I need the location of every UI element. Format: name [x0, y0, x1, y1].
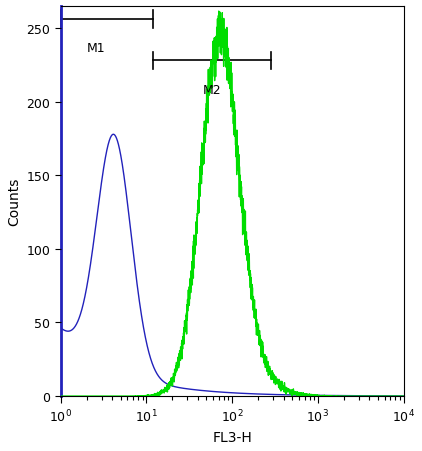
Y-axis label: Counts: Counts — [7, 177, 21, 226]
Text: M2: M2 — [202, 83, 221, 97]
X-axis label: FL3-H: FL3-H — [212, 430, 252, 444]
Text: M1: M1 — [87, 42, 105, 55]
